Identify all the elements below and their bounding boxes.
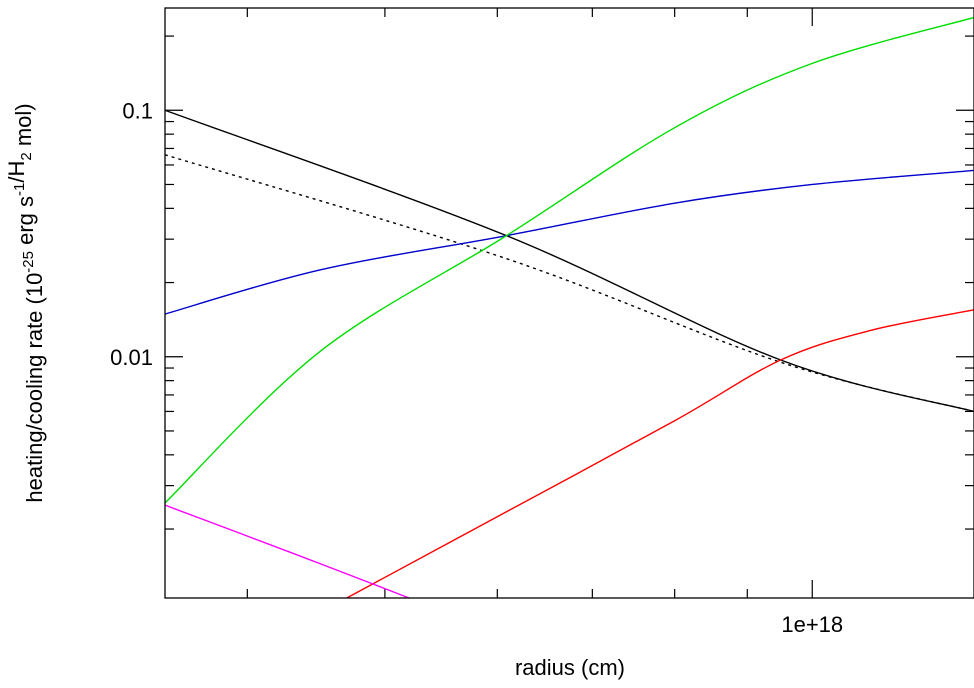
y-axis-label: heating/cooling rate (10-25 erg s-1/H2 m… [4,103,47,502]
series-line-2 [164,154,974,413]
tick-labels: 1e+18 0.1 0.01 [110,98,843,637]
series-line-1 [164,109,974,413]
y-tick-label: 0.1 [122,98,153,123]
plot-curves [164,16,974,599]
series-line-6 [164,504,410,599]
series-line-3 [164,169,974,315]
x-axis-label: radius (cm) [515,655,625,680]
y-tick-label: 0.01 [110,345,153,370]
x-tick-label: 1e+18 [781,612,843,637]
plot-frame [164,7,974,599]
series-line-4 [164,16,974,504]
tick-marks [165,8,974,598]
series-line-5 [346,309,974,599]
